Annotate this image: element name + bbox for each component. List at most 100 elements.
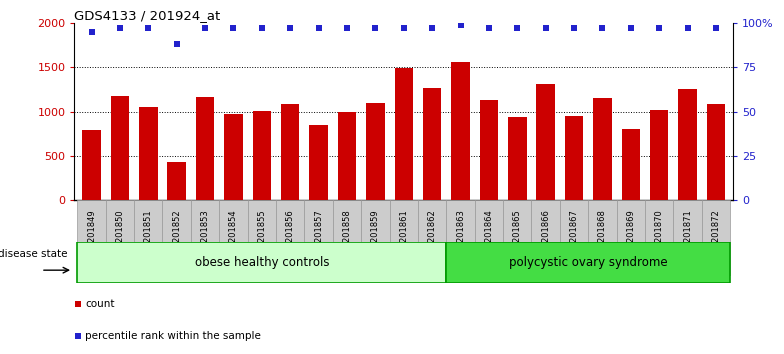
- Text: GSM201854: GSM201854: [229, 209, 238, 260]
- Bar: [423, 88, 441, 200]
- Point: [369, 25, 382, 31]
- Bar: [139, 107, 158, 200]
- Bar: [446, 200, 475, 276]
- Bar: [678, 89, 697, 200]
- Bar: [366, 103, 385, 200]
- Text: GSM201850: GSM201850: [115, 209, 125, 260]
- Text: GSM201862: GSM201862: [427, 209, 437, 260]
- Text: GSM201868: GSM201868: [598, 209, 607, 260]
- Text: GSM201866: GSM201866: [541, 209, 550, 260]
- Point: [397, 25, 410, 31]
- Bar: [564, 116, 583, 200]
- Bar: [191, 200, 220, 276]
- Bar: [593, 98, 612, 200]
- Text: polycystic ovary syndrome: polycystic ovary syndrome: [509, 256, 668, 269]
- Point: [681, 25, 694, 31]
- Bar: [220, 200, 248, 276]
- Text: obese healthy controls: obese healthy controls: [194, 256, 329, 269]
- Point: [199, 25, 212, 31]
- Point: [625, 25, 637, 31]
- Text: GSM201851: GSM201851: [143, 209, 153, 260]
- Point: [312, 25, 325, 31]
- Point: [710, 25, 722, 31]
- Point: [227, 25, 240, 31]
- Point: [256, 25, 268, 31]
- Bar: [503, 200, 532, 276]
- Point: [483, 25, 495, 31]
- Bar: [248, 200, 276, 276]
- Bar: [508, 117, 527, 200]
- Text: GSM201872: GSM201872: [712, 209, 720, 260]
- Bar: [536, 84, 555, 200]
- Bar: [532, 200, 560, 276]
- Bar: [304, 200, 332, 276]
- Text: GSM201870: GSM201870: [655, 209, 664, 260]
- Bar: [446, 242, 730, 283]
- Text: GSM201849: GSM201849: [87, 209, 96, 260]
- Bar: [134, 200, 162, 276]
- Bar: [168, 162, 186, 200]
- Text: GSM201867: GSM201867: [570, 209, 579, 260]
- Text: count: count: [85, 299, 115, 309]
- Bar: [78, 242, 446, 283]
- Text: GSM201864: GSM201864: [485, 209, 493, 260]
- Point: [539, 25, 552, 31]
- Point: [142, 25, 154, 31]
- Text: GSM201859: GSM201859: [371, 209, 380, 260]
- Bar: [390, 200, 418, 276]
- Text: GSM201869: GSM201869: [626, 209, 635, 260]
- Point: [653, 25, 666, 31]
- Bar: [394, 68, 413, 200]
- Point: [341, 25, 354, 31]
- Bar: [480, 100, 498, 200]
- Text: GSM201857: GSM201857: [314, 209, 323, 260]
- Text: GSM201856: GSM201856: [285, 209, 295, 260]
- Point: [596, 25, 608, 31]
- Bar: [196, 97, 214, 200]
- Point: [454, 22, 466, 28]
- Bar: [452, 62, 470, 200]
- Bar: [276, 200, 304, 276]
- Bar: [702, 200, 730, 276]
- Point: [299, 173, 312, 178]
- Bar: [332, 200, 361, 276]
- Bar: [224, 114, 243, 200]
- Bar: [281, 104, 299, 200]
- Bar: [78, 200, 106, 276]
- Bar: [645, 200, 673, 276]
- Bar: [707, 104, 725, 200]
- Text: GSM201858: GSM201858: [343, 209, 351, 260]
- Point: [85, 29, 98, 35]
- Bar: [310, 125, 328, 200]
- Text: GSM201865: GSM201865: [513, 209, 522, 260]
- Bar: [650, 110, 669, 200]
- Text: percentile rank within the sample: percentile rank within the sample: [85, 331, 261, 341]
- Point: [284, 25, 296, 31]
- Bar: [252, 110, 271, 200]
- Point: [511, 25, 524, 31]
- Bar: [106, 200, 134, 276]
- Bar: [162, 200, 191, 276]
- Text: disease state: disease state: [0, 249, 67, 259]
- Text: GDS4133 / 201924_at: GDS4133 / 201924_at: [74, 9, 221, 22]
- Bar: [418, 200, 446, 276]
- Bar: [622, 129, 640, 200]
- Bar: [338, 113, 356, 200]
- Text: GSM201855: GSM201855: [257, 209, 267, 260]
- Text: GSM201861: GSM201861: [399, 209, 408, 260]
- Bar: [361, 200, 390, 276]
- Bar: [475, 200, 503, 276]
- Bar: [111, 97, 129, 200]
- Bar: [617, 200, 645, 276]
- Text: GSM201853: GSM201853: [201, 209, 209, 260]
- Point: [114, 25, 126, 31]
- Bar: [588, 200, 617, 276]
- Text: GSM201863: GSM201863: [456, 209, 465, 260]
- Point: [568, 25, 580, 31]
- Point: [426, 25, 438, 31]
- Bar: [560, 200, 588, 276]
- Bar: [82, 130, 100, 200]
- Text: GSM201871: GSM201871: [683, 209, 692, 260]
- Point: [170, 41, 183, 47]
- Text: GSM201852: GSM201852: [172, 209, 181, 260]
